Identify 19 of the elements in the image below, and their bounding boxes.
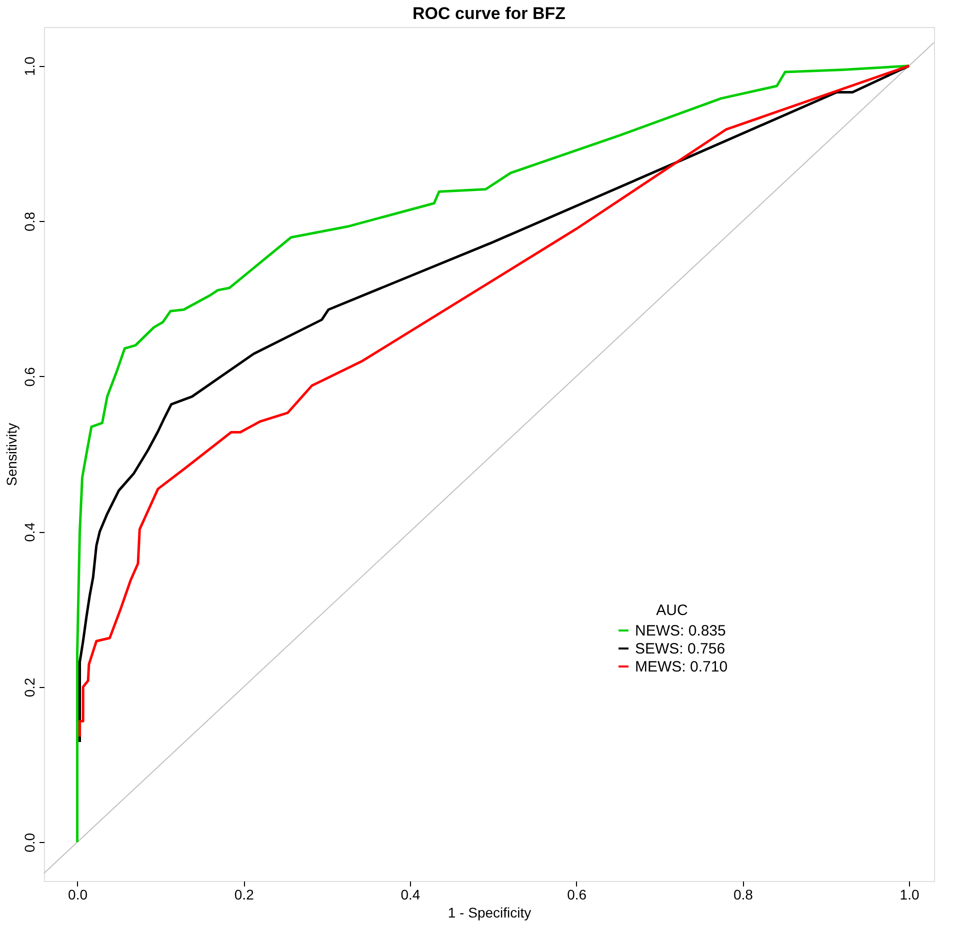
x-tick-label: 1.0 bbox=[900, 886, 920, 902]
chart-title: ROC curve for BFZ bbox=[412, 4, 566, 23]
y-tick-label: 0.2 bbox=[22, 677, 38, 698]
legend-title: AUC bbox=[656, 602, 688, 619]
legend-label: NEWS: 0.835 bbox=[635, 622, 726, 640]
x-tick-label: 0.2 bbox=[234, 886, 254, 902]
y-axis-title: Sensitivity bbox=[4, 422, 20, 486]
y-tick-label: 0.0 bbox=[22, 832, 38, 852]
x-tick-label: 0.8 bbox=[733, 886, 754, 902]
x-tick-label: 0.4 bbox=[400, 886, 420, 902]
y-tick-label: 1.0 bbox=[22, 56, 38, 76]
x-tick-label: 0.0 bbox=[68, 886, 88, 902]
legend-label: MEWS: 0.710 bbox=[635, 658, 728, 676]
x-axis-title: 1 - Specificity bbox=[448, 904, 532, 920]
x-tick-label: 0.6 bbox=[567, 886, 587, 902]
y-tick-label: 0.8 bbox=[22, 212, 38, 232]
legend-label: SEWS: 0.756 bbox=[635, 640, 726, 658]
y-tick-label: 0.6 bbox=[22, 366, 38, 387]
y-tick-label: 0.4 bbox=[22, 522, 38, 542]
